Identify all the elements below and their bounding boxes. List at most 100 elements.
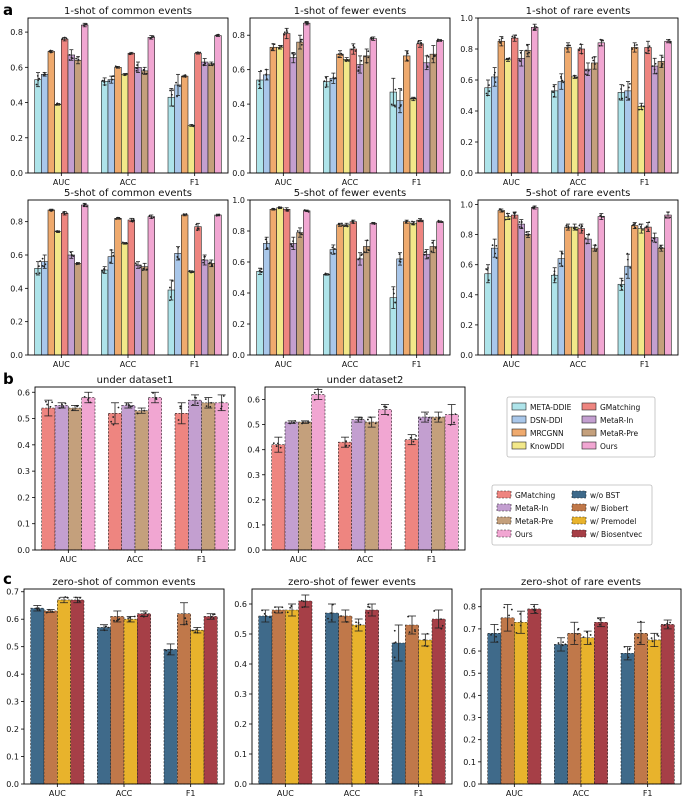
- run-point: [647, 47, 650, 49]
- bar-w-biosentvec-f1: [660, 624, 675, 785]
- run-point: [59, 103, 61, 106]
- run-point: [181, 75, 184, 78]
- run-point: [426, 632, 429, 635]
- bar-ours-f1: [664, 214, 672, 356]
- run-point: [341, 222, 343, 225]
- run-point: [129, 52, 132, 55]
- legend-label-metar-pre: MetaR-Pre: [600, 429, 639, 438]
- bar-w-biosentvec-auc: [298, 600, 313, 785]
- chart-title: 5-shot of fewer events: [294, 188, 407, 199]
- bar-mrcgnn-f1: [403, 221, 411, 356]
- run-point: [155, 396, 157, 399]
- run-point: [121, 241, 124, 244]
- run-point: [494, 81, 497, 84]
- run-point: [564, 643, 567, 646]
- run-point: [185, 213, 188, 215]
- run-point: [519, 51, 522, 54]
- run-point: [37, 607, 40, 610]
- run-point: [626, 252, 629, 255]
- run-point: [202, 258, 205, 261]
- y-tick-label: 0.4: [460, 107, 473, 116]
- bar-gmatching-auc: [511, 214, 519, 356]
- run-point: [368, 422, 371, 425]
- bar-meta-ddie-auc: [484, 273, 492, 356]
- bar-w-biobert-f1: [634, 633, 648, 785]
- run-point: [115, 218, 117, 221]
- y-tick-label: 0.2: [10, 318, 23, 327]
- bar-meta-ddie-f1: [617, 283, 625, 356]
- x-tick-label: AUC: [506, 789, 523, 798]
- run-point: [562, 641, 564, 644]
- bar-gmatching-acc: [349, 48, 357, 174]
- x-tick-label: F1: [190, 178, 200, 187]
- bar-metar-pre-auc: [74, 59, 82, 174]
- bar-gmatching-acc: [577, 228, 585, 356]
- bar-dsn-ddi-auc: [263, 243, 271, 356]
- run-point: [141, 269, 144, 272]
- run-point: [118, 618, 121, 620]
- bar-dsn-ddi-f1: [174, 84, 182, 174]
- run-point: [496, 641, 499, 643]
- run-point: [192, 271, 194, 274]
- run-point: [286, 31, 289, 34]
- run-point: [661, 63, 664, 65]
- bar-meta-ddie-acc: [551, 274, 559, 356]
- run-point: [78, 600, 81, 603]
- run-point: [169, 89, 172, 92]
- y-tick-label: 0.4: [460, 291, 473, 300]
- run-point: [453, 421, 455, 424]
- run-point: [440, 627, 443, 630]
- run-point: [259, 86, 261, 89]
- plot-frame: [249, 199, 451, 356]
- run-point: [534, 28, 537, 30]
- run-point: [209, 261, 211, 264]
- run-point: [102, 271, 104, 274]
- y-tick-label: 0.5: [463, 669, 476, 678]
- run-point: [155, 398, 158, 401]
- bar-mrcgnn-f1: [181, 214, 189, 356]
- run-point: [399, 105, 402, 108]
- run-point: [454, 413, 457, 416]
- plot-frame: [27, 17, 229, 174]
- run-point: [39, 260, 42, 262]
- run-point: [400, 104, 402, 106]
- run-point: [669, 621, 672, 624]
- run-point: [552, 91, 555, 94]
- run-point: [573, 639, 576, 642]
- bar-metar-pre-auc: [524, 50, 532, 174]
- run-point: [330, 252, 333, 254]
- run-point: [357, 418, 359, 421]
- bar-mrcgnn-auc: [497, 40, 505, 174]
- run-point: [290, 605, 293, 608]
- run-point: [178, 258, 180, 260]
- legend-label-dataset-gmatching: GMatching: [515, 491, 556, 500]
- bar-mrcgnn-f1: [631, 225, 639, 356]
- y-tick-label: 0.4: [232, 289, 245, 298]
- run-point: [393, 104, 396, 107]
- run-point: [344, 616, 347, 619]
- run-point: [346, 225, 349, 227]
- bar-w-o-bst-auc: [30, 607, 45, 785]
- run-point: [441, 624, 444, 627]
- bar-gmatching-f1: [416, 43, 424, 174]
- run-point: [258, 80, 261, 82]
- run-point: [264, 238, 267, 241]
- chart-c3: zero-shot of rare events 0.0 0.1 0.2 0.3 0.4 0…: [463, 577, 682, 798]
- run-point: [491, 244, 494, 247]
- bar-metar-pre-auc: [296, 232, 304, 356]
- bar-mrcgnn-auc: [269, 209, 277, 356]
- run-point: [423, 251, 426, 254]
- bar-metar-in-acc: [134, 67, 142, 174]
- y-tick-label: 0.0: [460, 169, 473, 178]
- run-point: [58, 230, 61, 233]
- run-point: [640, 104, 643, 107]
- run-point: [185, 622, 188, 625]
- run-point: [300, 599, 303, 602]
- bar-mrcgnn-auc: [47, 209, 55, 356]
- bar-mrcgnn-f1: [631, 47, 639, 174]
- run-point: [290, 243, 293, 246]
- run-point: [110, 249, 113, 251]
- bar-metar-in-auc: [517, 223, 525, 356]
- run-point: [525, 49, 527, 52]
- run-point: [498, 39, 501, 41]
